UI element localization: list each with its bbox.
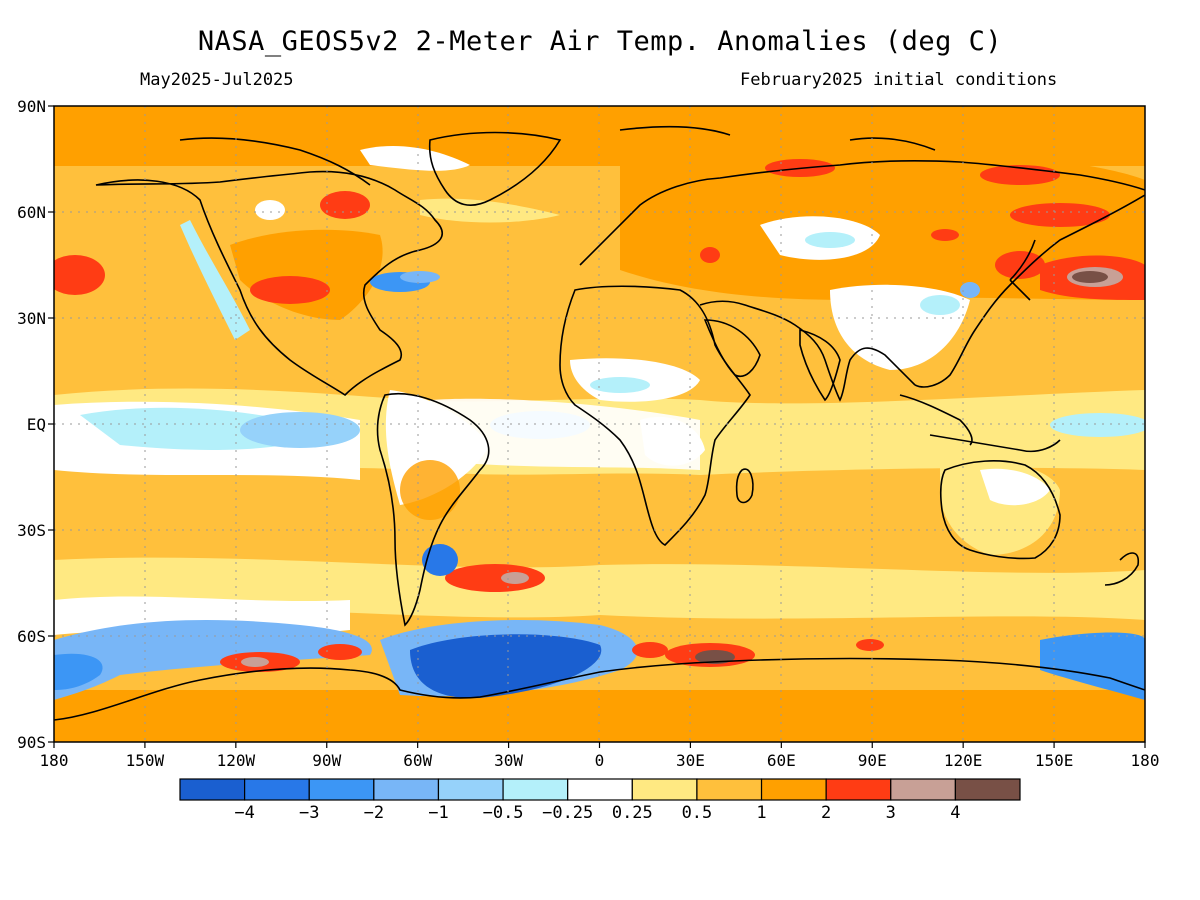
lat-label: EQ: [27, 415, 46, 434]
lat-label: 30S: [17, 521, 46, 540]
colorbar-label: −0.25: [542, 803, 593, 823]
lon-label: 60E: [767, 751, 796, 770]
lon-label: 180: [40, 751, 69, 770]
lon-label: 90W: [312, 751, 341, 770]
colorbar-swatch: [760, 778, 827, 801]
colorbar-swatch: [567, 778, 633, 801]
colorbar-label: −1: [428, 803, 448, 823]
colorbar-swatch: [631, 778, 698, 801]
colorbar-swatch: [244, 778, 310, 801]
lat-label: 60S: [17, 627, 46, 646]
colorbar-swatch: [890, 778, 956, 801]
colorbar-swatch: [437, 778, 504, 801]
colorbar-swatch: [696, 778, 763, 801]
lat-label: 60N: [17, 203, 46, 222]
coastlines: [54, 125, 1145, 721]
colorbar-label: 3: [886, 803, 896, 823]
longitude-axis: 180 150W 120W 90W 60W 30W 0 30E 60E 90E 120E 150E 18…: [40, 742, 1160, 770]
colorbar-label: 4: [950, 803, 960, 823]
graticule: [54, 106, 1145, 742]
forecast-period: May2025-Jul2025: [140, 70, 294, 90]
colorbar-swatch: [502, 778, 569, 801]
lat-label: 30N: [17, 309, 46, 328]
lat-label: 90S: [17, 733, 46, 752]
lon-label: 120W: [217, 751, 256, 770]
colorbar-label: −0.5: [483, 803, 524, 823]
colorbar-label: 0.25: [612, 803, 653, 823]
colorbar-label: −2: [364, 803, 384, 823]
lon-label: 90E: [858, 751, 887, 770]
colorbar-swatch: [179, 778, 246, 801]
latitude-axis: 90N 60N 30N EQ 30S 60S 90S: [17, 97, 54, 752]
colorbar-label: −3: [299, 803, 319, 823]
colorbar-label: 1: [756, 803, 766, 823]
lon-label: 120E: [944, 751, 983, 770]
lon-label: 30E: [676, 751, 705, 770]
colorbar-swatch: [954, 778, 1021, 801]
colorbar-swatch: [373, 778, 440, 801]
lat-label: 90N: [17, 97, 46, 116]
initial-conditions: February2025 initial conditions: [740, 70, 1058, 90]
colorbar-swatch: [825, 778, 892, 801]
lon-label: 30W: [494, 751, 523, 770]
lon-label: 0: [595, 751, 605, 770]
colorbar: −4 −3 −2 −1 −0.5 −0.25 0.25 0.5 1 2 3 4: [179, 778, 1021, 823]
lon-label: 150W: [126, 751, 165, 770]
colorbar-label: 2: [821, 803, 831, 823]
lon-label: 60W: [403, 751, 432, 770]
colorbar-label: 0.5: [682, 803, 713, 823]
lon-label: 150E: [1035, 751, 1074, 770]
colorbar-label: −4: [234, 803, 254, 823]
colorbar-swatch: [308, 778, 375, 801]
map-title: NASA_GEOS5v2 2-Meter Air Temp. Anomalies…: [197, 26, 1003, 57]
lon-label: 180: [1131, 751, 1160, 770]
